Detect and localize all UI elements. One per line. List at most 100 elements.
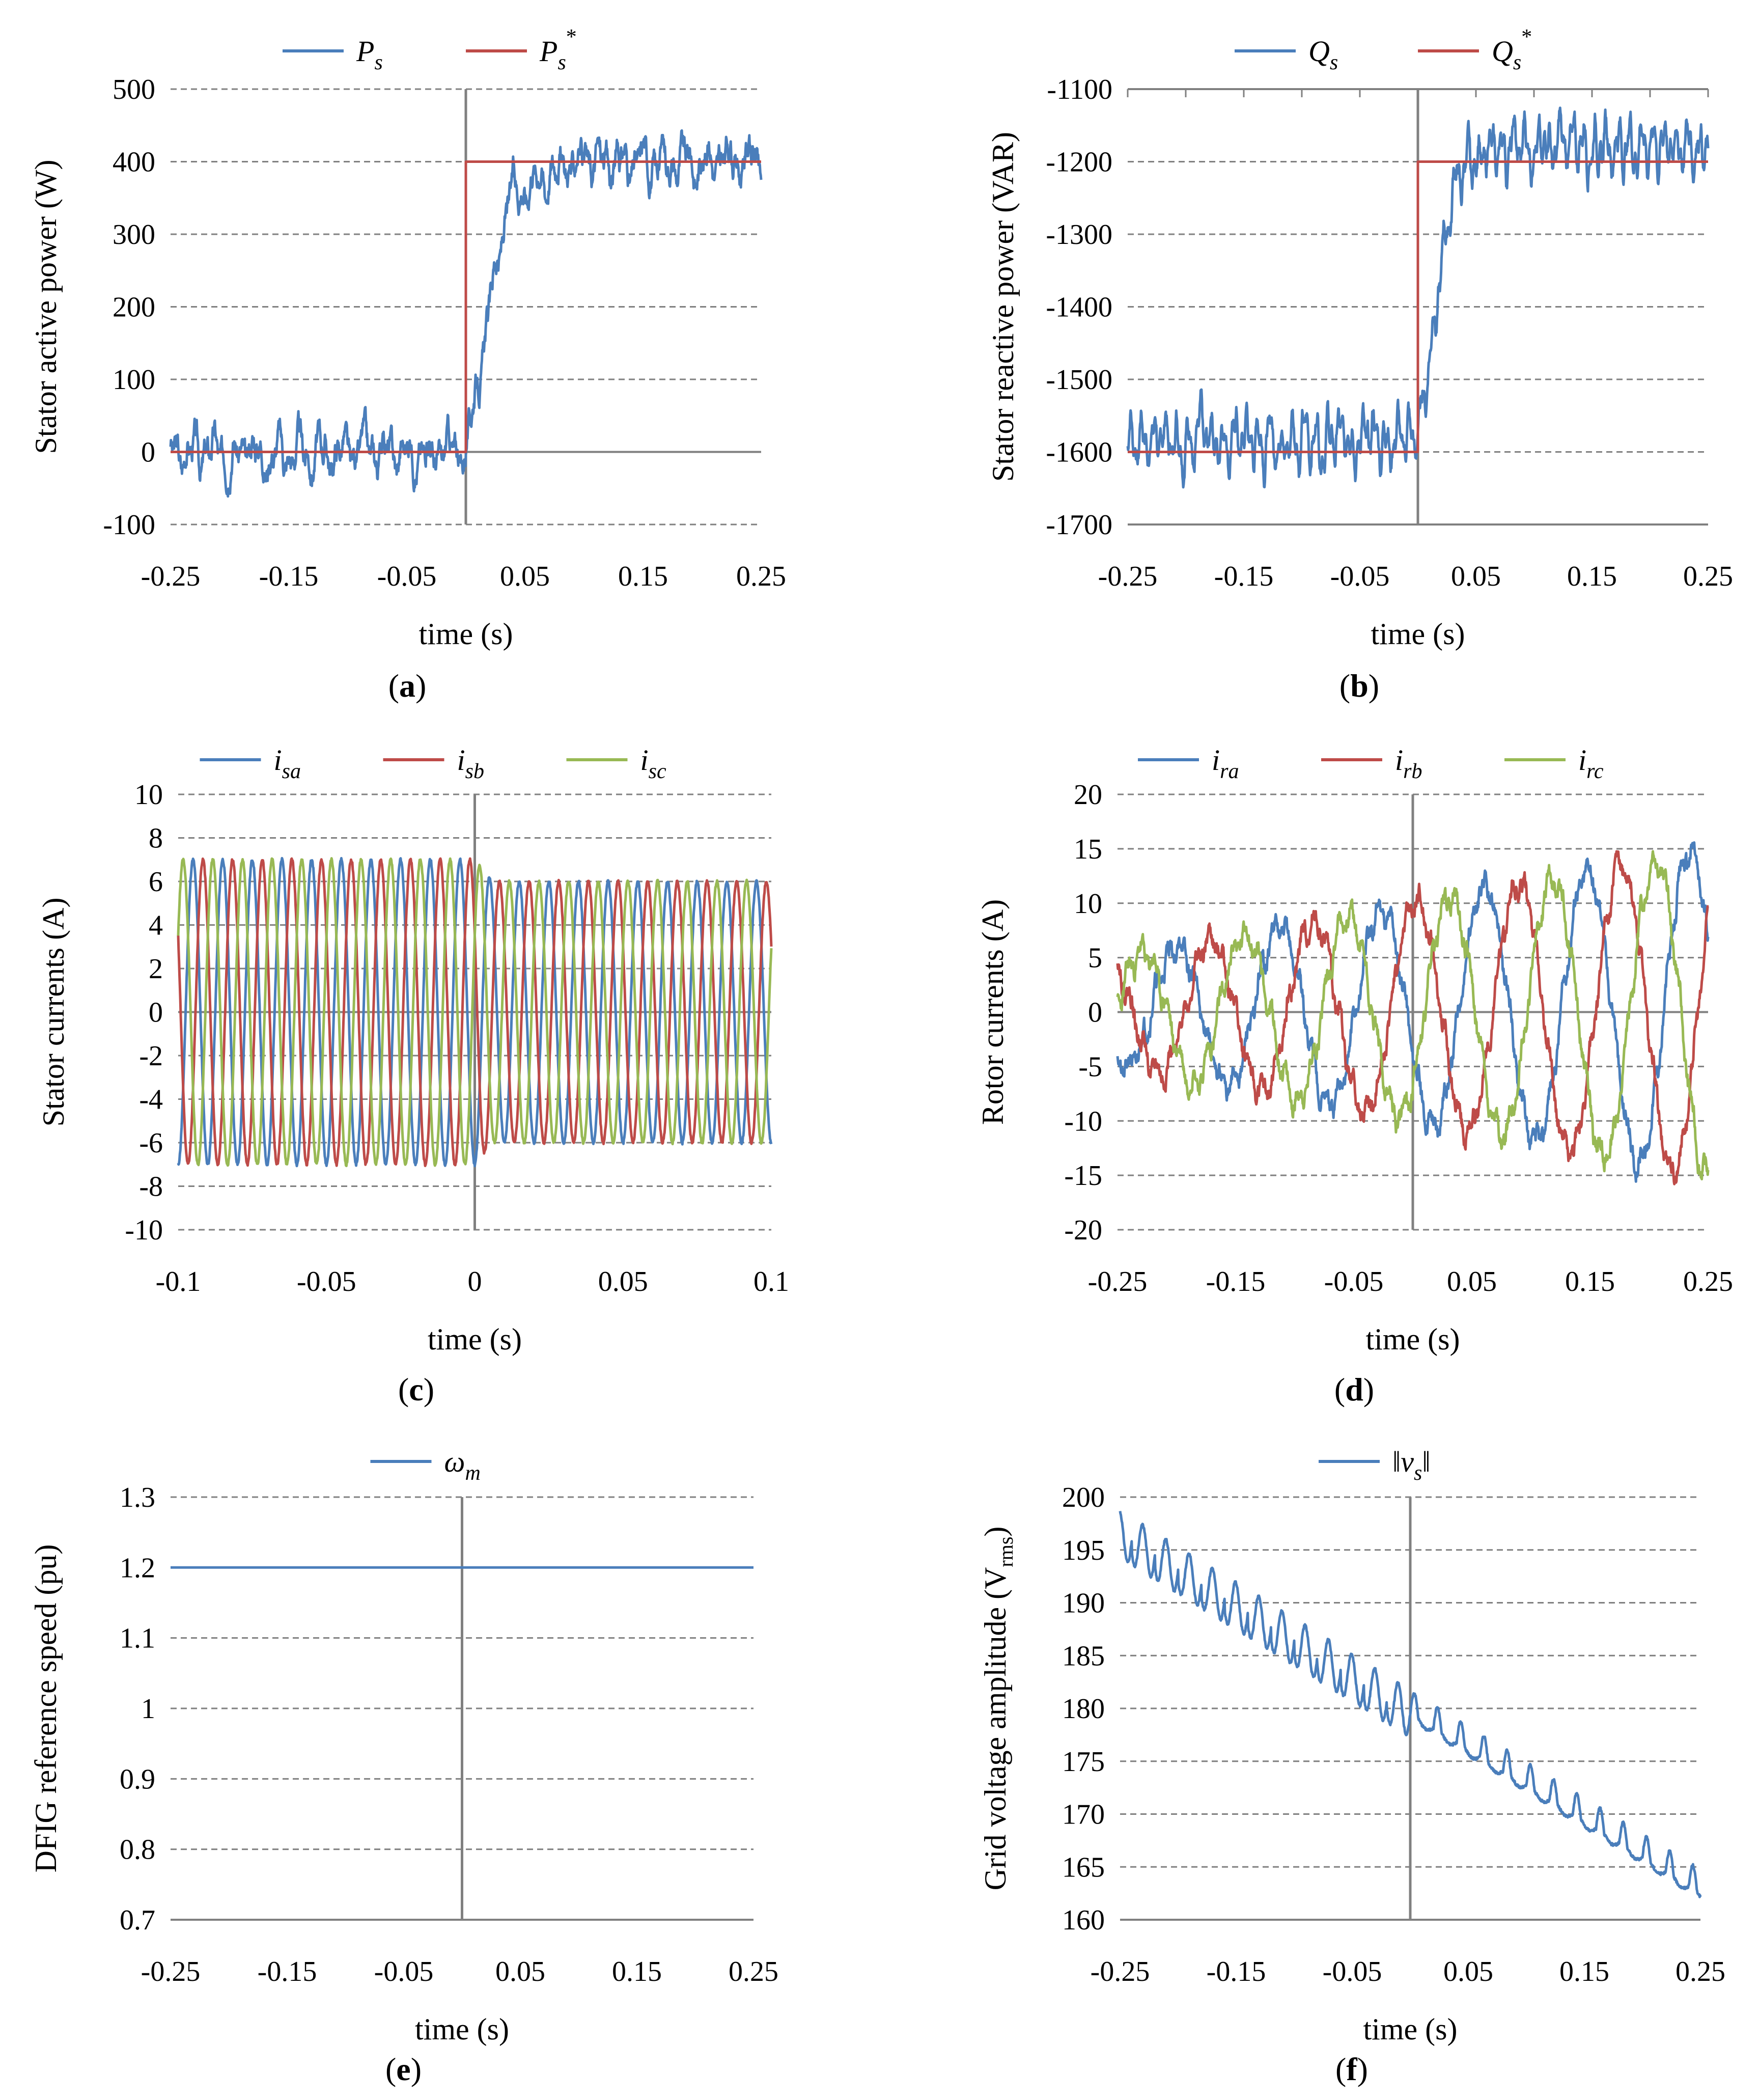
x-tick-label: 0.25 [1676,1956,1725,1987]
x-tick-label: 0.15 [618,561,668,592]
y-tick-label: -1700 [1046,509,1112,541]
y-axis-label: DFIG reference speed (pu) [29,1544,63,1873]
x-tick-label: -0.25 [1098,561,1158,592]
x-tick-label: 0.05 [500,561,550,592]
panel-caption: (c) [398,1371,434,1407]
legend-label: Ps [356,35,383,74]
y-tick-label: 165 [1062,1852,1105,1883]
x-tick-label: 0.25 [1683,1266,1733,1297]
y-tick-label: 2 [149,953,163,985]
y-tick-label: 5 [1088,943,1102,974]
y-tick-label: -1500 [1046,364,1112,396]
y-tick-label: 195 [1062,1535,1105,1566]
y-axis-label: Stator active power (W) [29,159,63,454]
y-tick-label: 200 [1062,1482,1105,1513]
y-tick-label: -6 [139,1127,163,1159]
x-tick-label: -0.15 [259,561,319,592]
y-tick-label: 0.7 [120,1904,155,1936]
y-tick-label: 10 [134,779,163,811]
x-tick-label: 0.1 [753,1266,789,1297]
panel-caption: (b) [1339,668,1379,704]
y-tick-label: 15 [1074,834,1102,865]
legend-label: ωm [444,1445,481,1485]
x-axis-label: time (s) [1366,1322,1460,1356]
panel-b-reactive-power: -1700 -1600 -1500 -1400 -1300 -1200 -1100 -0.25… [986,25,1733,704]
y-tick-label: -5 [1078,1051,1102,1083]
y-tick-label: 20 [1074,779,1102,811]
series-line-irc [1116,850,1710,1181]
legend-label: Qs* [1492,25,1532,74]
y-tick-label: 6 [149,866,163,898]
x-tick-label: -0.25 [1088,1266,1148,1297]
y-tick-label: -100 [103,509,155,541]
y-tick-label: 0 [149,997,163,1029]
x-axis-label: time (s) [419,617,513,651]
legend-label: Qs [1308,35,1338,74]
y-tick-label: 100 [113,364,155,396]
x-tick-label: -0.25 [1091,1956,1150,1987]
y-tick-label: 1.3 [120,1482,155,1513]
panel-e-reference-speed: 0.7 0.8 0.9 1 1.1 1.2 1.3 -0.25 -0.15 -0.05 0.05 0.… [29,1445,778,2087]
x-tick-label: -0.05 [1324,1266,1384,1297]
panel-caption: (a) [388,668,427,704]
x-tick-label: -0.05 [297,1266,356,1297]
y-tick-label: -1200 [1046,147,1112,178]
x-tick-label: 0.15 [1567,561,1617,592]
x-tick-label: -0.05 [1323,1956,1382,1987]
y-tick-label: -1100 [1047,74,1112,105]
x-tick-label: -0.15 [258,1956,317,1987]
series-line-Ps [169,129,763,498]
y-tick-label: 500 [113,74,155,105]
legend-label: ‖vs‖ [1392,1445,1431,1485]
y-tick-label: 1.1 [120,1623,155,1654]
x-axis-label: time (s) [415,2012,509,2046]
panel-d-rotor-currents: -20 -15 -10 -5 0 5 10 15 20 -0.25 -0.15 -0.05 0.05 0.… [976,743,1733,1407]
y-tick-label: -15 [1064,1160,1102,1192]
x-tick-label: 0.25 [729,1956,778,1987]
x-tick-label: 0.05 [598,1266,648,1297]
y-tick-label: 160 [1062,1904,1105,1936]
y-tick-label: -2 [139,1040,163,1072]
series-line-Qs-ref [1128,160,1708,453]
x-axis-label: time (s) [1363,2012,1458,2046]
x-tick-label: 0.05 [1443,1956,1493,1987]
y-tick-label: -20 [1064,1214,1102,1246]
y-tick-label: -4 [139,1084,163,1116]
x-tick-label: 0.25 [1683,561,1733,592]
x-tick-label: -0.15 [1206,1266,1266,1297]
legend-label: irb [1395,743,1422,783]
y-tick-label: 0.8 [120,1834,155,1866]
x-tick-label: 0.05 [495,1956,545,1987]
y-tick-label: 300 [113,219,155,251]
panel-a-active-power: -100 0 100 200 300 400 500 -0.25 -0.15 -0.05 0.05 0… [29,25,786,704]
x-tick-label: -0.15 [1207,1956,1266,1987]
y-tick-label: 0.9 [120,1763,155,1795]
x-tick-label: -0.15 [1214,561,1274,592]
x-tick-label: 0 [468,1266,482,1297]
x-tick-label: 0.15 [1565,1266,1615,1297]
x-tick-label: -0.25 [141,561,201,592]
x-tick-label: -0.05 [1330,561,1390,592]
y-tick-label: 0 [1088,997,1102,1029]
legend-label: Ps* [539,25,577,74]
y-tick-label: 1 [141,1693,155,1725]
y-axis-label: Stator reactive power (VAR) [986,132,1020,482]
y-tick-label: 1.2 [120,1552,155,1584]
series-line-isc [177,857,773,1168]
y-tick-label: 180 [1062,1693,1105,1725]
y-tick-label: 10 [1074,888,1102,920]
legend-label: ira [1212,743,1239,783]
series-line-ira [1116,841,1710,1183]
y-axis-label: Grid voltage amplitude (Vrms) [979,1527,1017,1891]
legend-label: isa [274,743,301,783]
y-tick-label: 0 [141,437,155,468]
legend-label: irc [1578,743,1604,783]
y-tick-label: -10 [1064,1106,1102,1137]
x-tick-label: -0.05 [374,1956,434,1987]
y-tick-label: 400 [113,147,155,178]
series-line-‖vs [1119,1511,1702,1898]
x-tick-label: 0.25 [736,561,786,592]
x-axis-label: time (s) [1371,617,1465,651]
y-tick-label: 190 [1062,1588,1105,1619]
